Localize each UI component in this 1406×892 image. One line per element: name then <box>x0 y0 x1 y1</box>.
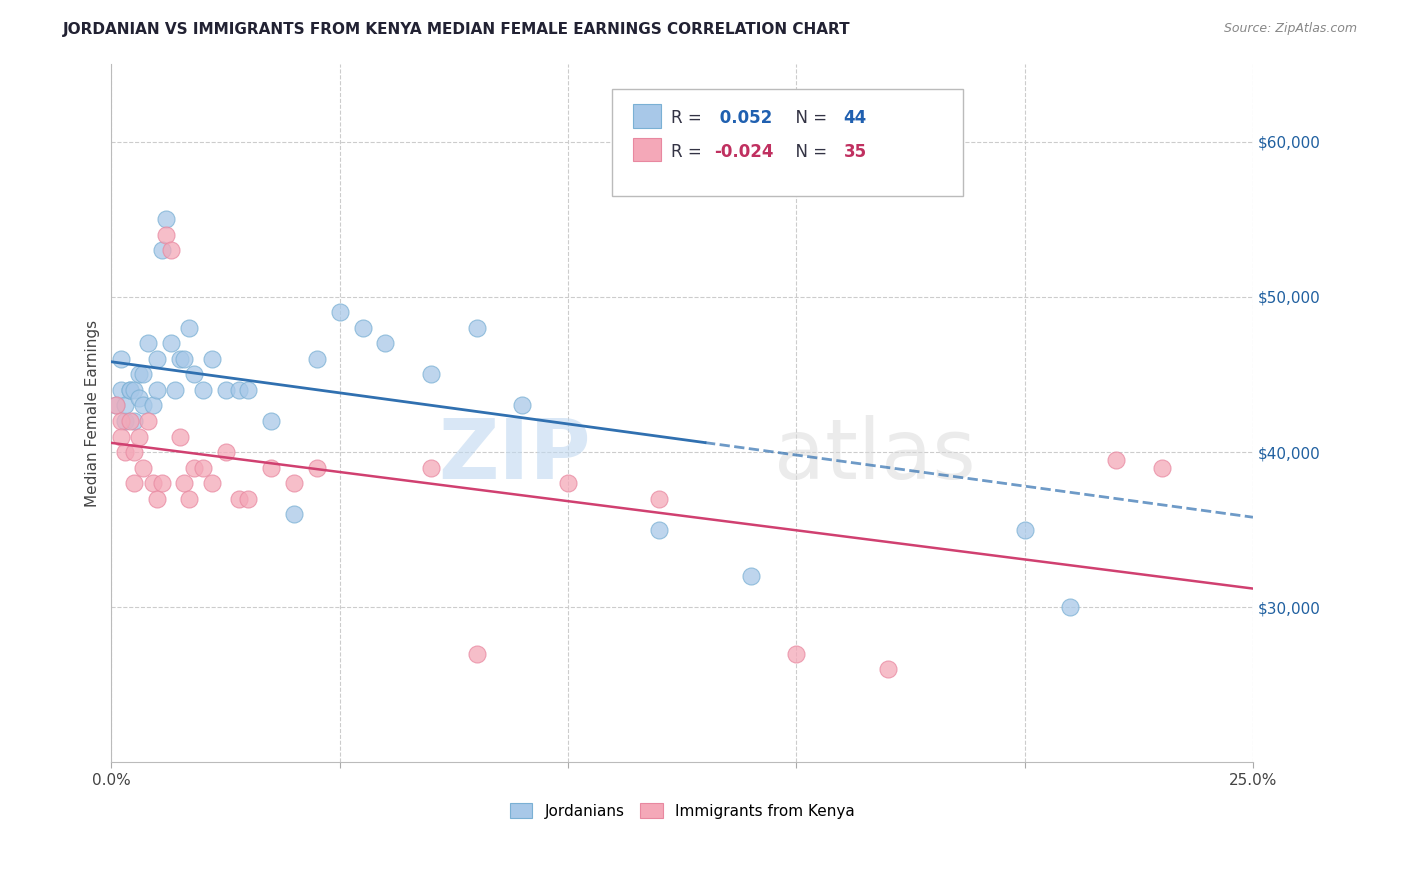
Text: 0.052: 0.052 <box>714 109 772 127</box>
Point <box>141 476 163 491</box>
Point <box>305 351 328 366</box>
Point <box>512 399 534 413</box>
Point <box>283 507 305 521</box>
Point <box>374 336 396 351</box>
Point <box>141 399 163 413</box>
Point <box>465 321 488 335</box>
Point <box>114 399 136 413</box>
Point <box>136 336 159 351</box>
Point <box>110 414 132 428</box>
Point <box>305 460 328 475</box>
Point <box>352 321 374 335</box>
Point <box>214 383 236 397</box>
Point <box>155 227 177 242</box>
Point <box>136 414 159 428</box>
Point <box>260 460 283 475</box>
Point <box>132 368 155 382</box>
Point <box>150 244 173 258</box>
Point <box>128 429 150 443</box>
Point <box>173 351 195 366</box>
Point <box>159 244 181 258</box>
Text: ZIP: ZIP <box>439 415 591 496</box>
Point <box>183 368 205 382</box>
Point <box>122 476 145 491</box>
Point <box>191 460 214 475</box>
Text: N =: N = <box>785 143 832 161</box>
Point <box>465 647 488 661</box>
Point <box>177 321 200 335</box>
Text: R =: R = <box>671 143 707 161</box>
Text: Source: ZipAtlas.com: Source: ZipAtlas.com <box>1223 22 1357 36</box>
Point <box>122 445 145 459</box>
Point <box>1105 452 1128 467</box>
Text: 44: 44 <box>844 109 868 127</box>
Point <box>114 445 136 459</box>
Point <box>420 460 443 475</box>
Point <box>201 351 224 366</box>
Point <box>785 647 807 661</box>
Text: JORDANIAN VS IMMIGRANTS FROM KENYA MEDIAN FEMALE EARNINGS CORRELATION CHART: JORDANIAN VS IMMIGRANTS FROM KENYA MEDIA… <box>63 22 851 37</box>
Point <box>228 383 250 397</box>
Point <box>648 523 671 537</box>
Point <box>104 399 127 413</box>
Point <box>132 460 155 475</box>
Point <box>648 491 671 506</box>
Point <box>104 399 127 413</box>
Point <box>114 414 136 428</box>
Text: atlas: atlas <box>773 415 976 496</box>
Point <box>110 383 132 397</box>
Point <box>238 491 260 506</box>
Text: -0.024: -0.024 <box>714 143 773 161</box>
Point <box>128 391 150 405</box>
Point <box>155 212 177 227</box>
Point <box>146 351 169 366</box>
Legend: Jordanians, Immigrants from Kenya: Jordanians, Immigrants from Kenya <box>503 797 860 824</box>
Point <box>118 414 141 428</box>
Point <box>165 383 187 397</box>
Point <box>128 368 150 382</box>
Point <box>173 476 195 491</box>
Text: 35: 35 <box>844 143 866 161</box>
Point <box>557 476 579 491</box>
Point <box>214 445 236 459</box>
Y-axis label: Median Female Earnings: Median Female Earnings <box>86 319 100 507</box>
Point <box>1014 523 1036 537</box>
Point <box>146 491 169 506</box>
Point <box>122 414 145 428</box>
Point <box>118 383 141 397</box>
Point <box>260 414 283 428</box>
Point <box>110 351 132 366</box>
Point <box>808 166 831 180</box>
Point <box>169 351 191 366</box>
Point <box>177 491 200 506</box>
Point <box>876 662 898 676</box>
Point <box>146 383 169 397</box>
Point <box>1059 600 1081 615</box>
Point <box>169 429 191 443</box>
Point <box>740 569 762 583</box>
Point <box>118 383 141 397</box>
Point <box>283 476 305 491</box>
Point <box>228 491 250 506</box>
Point <box>1150 460 1173 475</box>
Point <box>191 383 214 397</box>
Point <box>122 383 145 397</box>
Text: R =: R = <box>671 109 707 127</box>
Point <box>329 305 352 319</box>
Point <box>201 476 224 491</box>
Text: N =: N = <box>785 109 832 127</box>
Point <box>110 429 132 443</box>
Point <box>132 399 155 413</box>
Point <box>150 476 173 491</box>
Point <box>238 383 260 397</box>
Point <box>159 336 181 351</box>
Point <box>183 460 205 475</box>
Point <box>420 368 443 382</box>
